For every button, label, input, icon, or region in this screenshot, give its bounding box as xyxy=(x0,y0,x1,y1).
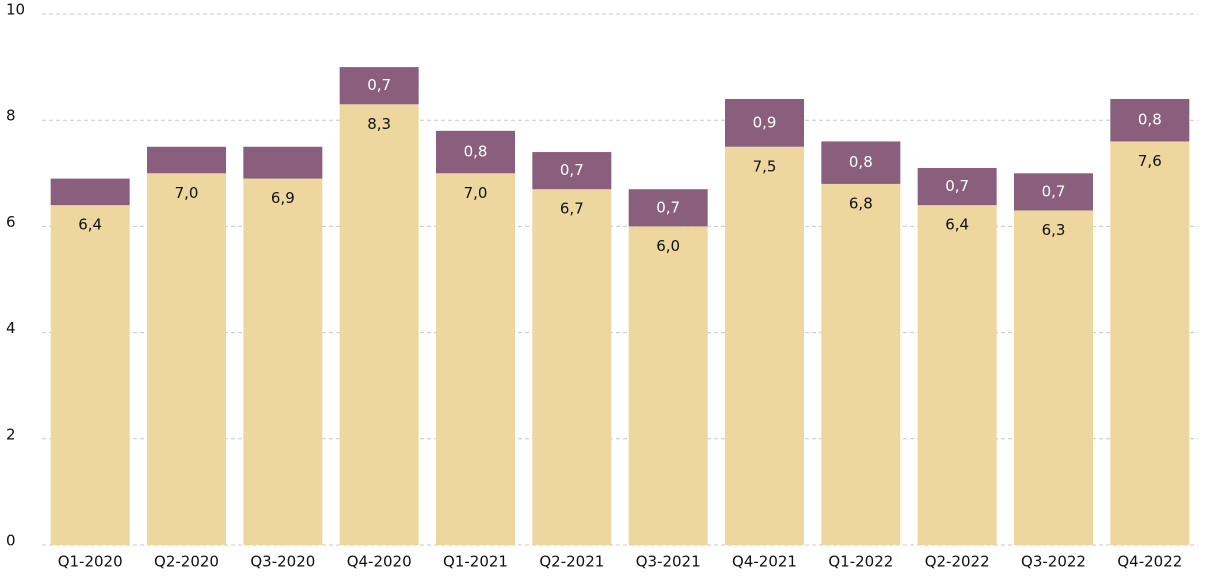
data-label: 6,0 xyxy=(656,237,680,255)
y-tick-label: 10 xyxy=(6,1,25,19)
bar-segment xyxy=(821,141,901,184)
data-label: 0,8 xyxy=(849,153,873,171)
data-label: 0,7 xyxy=(560,161,584,179)
y-tick-label: 8 xyxy=(6,107,16,125)
bar-segment xyxy=(821,183,901,546)
data-label: 6,3 xyxy=(1042,221,1066,239)
bar-segment xyxy=(50,178,130,206)
x-tick-label: Q4-2022 xyxy=(1117,553,1182,571)
data-label: 0,7 xyxy=(367,76,391,94)
data-label: 0,8 xyxy=(1138,111,1162,129)
x-tick-label: Q1-2020 xyxy=(58,553,123,571)
x-tick-label: Q4-2020 xyxy=(347,553,412,571)
bar-segment xyxy=(725,98,804,147)
bar-segment xyxy=(532,189,612,546)
y-tick-label: 0 xyxy=(6,532,16,550)
data-label: 6,9 xyxy=(271,189,295,207)
data-label: 0,9 xyxy=(753,113,777,131)
data-label: 0,7 xyxy=(945,177,969,195)
x-tick-label: Q3-2020 xyxy=(250,553,315,571)
x-tick-label: Q2-2022 xyxy=(925,553,990,571)
bar-segment xyxy=(1014,173,1093,211)
bar-segment xyxy=(243,146,323,179)
bar-segment xyxy=(532,152,612,190)
bar-segment xyxy=(1110,98,1190,142)
x-tick-label: Q1-2021 xyxy=(443,553,508,571)
data-label: 6,4 xyxy=(78,216,102,234)
bar-segment xyxy=(917,205,997,545)
bar-segment xyxy=(147,146,226,174)
bar-segment xyxy=(339,104,419,546)
bar-segment xyxy=(725,146,804,545)
bar-segment xyxy=(339,67,419,105)
data-label: 6,7 xyxy=(560,200,584,218)
bar-segment xyxy=(436,173,515,546)
x-tick-label: Q2-2020 xyxy=(154,553,219,571)
bar-segment xyxy=(628,226,708,545)
y-tick-label: 2 xyxy=(6,425,16,443)
data-label: 8,3 xyxy=(367,115,391,133)
x-tick-label: Q3-2021 xyxy=(636,553,701,571)
x-tick-label: Q3-2022 xyxy=(1021,553,1086,571)
data-label: 0,7 xyxy=(656,198,680,216)
data-label: 7,5 xyxy=(753,157,777,175)
x-tick-label: Q4-2021 xyxy=(732,553,797,571)
data-label: 6,8 xyxy=(849,194,873,212)
data-label: 6,4 xyxy=(945,216,969,234)
data-label: 7,6 xyxy=(1138,152,1162,170)
y-tick-label: 6 xyxy=(6,213,16,231)
bar-segment xyxy=(917,167,997,206)
bar-segment xyxy=(1110,141,1190,545)
bar-segment xyxy=(628,189,708,227)
data-label: 0,7 xyxy=(1042,182,1066,200)
data-label: 0,8 xyxy=(464,143,488,161)
data-label: 7,0 xyxy=(175,184,199,202)
y-tick-label: 4 xyxy=(6,319,16,337)
bar-segment xyxy=(50,205,130,545)
x-tick-label: Q1-2022 xyxy=(828,553,893,571)
bar-segment xyxy=(1014,210,1093,545)
bar-segment xyxy=(147,173,226,546)
bar-segment xyxy=(436,130,515,174)
x-tick-label: Q2-2021 xyxy=(539,553,604,571)
bar-segment xyxy=(243,178,323,546)
data-label: 7,0 xyxy=(464,184,488,202)
